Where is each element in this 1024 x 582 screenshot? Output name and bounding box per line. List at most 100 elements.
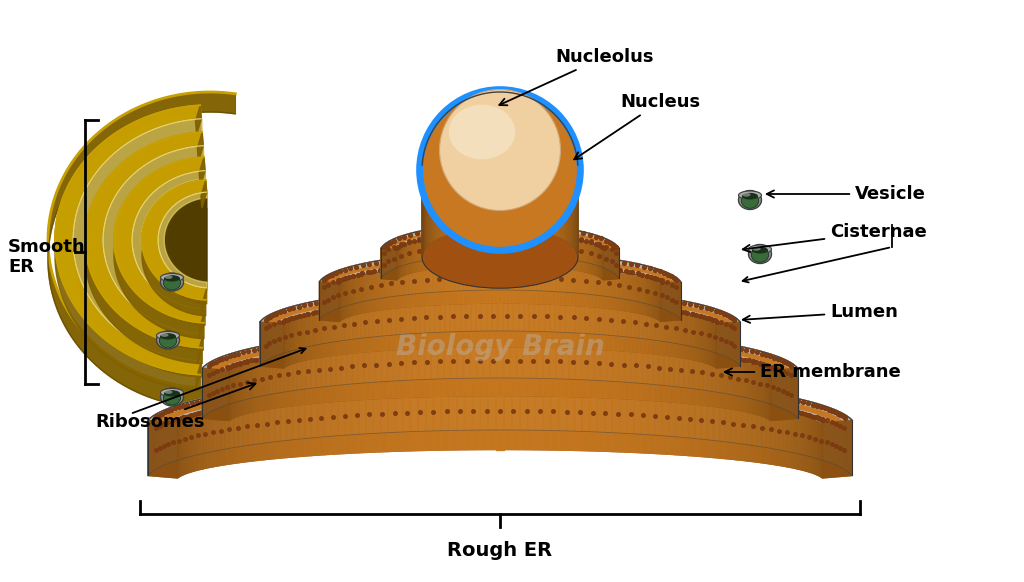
Polygon shape xyxy=(370,293,374,338)
Polygon shape xyxy=(370,332,376,382)
Polygon shape xyxy=(658,310,663,354)
Polygon shape xyxy=(762,408,766,463)
Polygon shape xyxy=(418,241,420,271)
Polygon shape xyxy=(302,303,305,348)
Polygon shape xyxy=(584,268,588,306)
Polygon shape xyxy=(768,368,769,419)
Polygon shape xyxy=(672,275,673,313)
Polygon shape xyxy=(587,242,588,272)
Polygon shape xyxy=(646,277,648,315)
Polygon shape xyxy=(114,157,205,323)
Polygon shape xyxy=(156,413,158,469)
Polygon shape xyxy=(777,356,780,407)
Polygon shape xyxy=(422,289,428,333)
Polygon shape xyxy=(203,413,206,469)
Polygon shape xyxy=(497,287,503,331)
Polygon shape xyxy=(465,164,467,229)
Polygon shape xyxy=(299,317,301,361)
Polygon shape xyxy=(494,161,497,226)
Polygon shape xyxy=(791,413,794,468)
Polygon shape xyxy=(479,287,485,331)
Polygon shape xyxy=(525,328,532,378)
Polygon shape xyxy=(531,235,534,265)
Polygon shape xyxy=(566,239,568,269)
Polygon shape xyxy=(783,411,786,467)
Polygon shape xyxy=(387,259,391,297)
Polygon shape xyxy=(417,255,421,294)
Polygon shape xyxy=(757,364,759,415)
Polygon shape xyxy=(285,356,289,407)
Polygon shape xyxy=(663,311,666,355)
Polygon shape xyxy=(486,303,493,347)
Polygon shape xyxy=(626,261,629,300)
Polygon shape xyxy=(515,161,518,226)
Polygon shape xyxy=(761,352,765,402)
Polygon shape xyxy=(180,421,181,476)
Polygon shape xyxy=(260,287,740,322)
Polygon shape xyxy=(158,192,207,304)
Polygon shape xyxy=(562,346,569,396)
Polygon shape xyxy=(333,297,337,342)
Text: ER membrane: ER membrane xyxy=(725,363,901,381)
Polygon shape xyxy=(591,257,595,295)
Polygon shape xyxy=(708,356,712,406)
Ellipse shape xyxy=(161,333,169,337)
Polygon shape xyxy=(695,401,701,456)
Polygon shape xyxy=(203,378,798,420)
Polygon shape xyxy=(230,369,231,420)
Polygon shape xyxy=(440,267,444,304)
Polygon shape xyxy=(344,280,345,318)
Polygon shape xyxy=(427,376,435,431)
Polygon shape xyxy=(196,105,202,135)
Polygon shape xyxy=(293,319,295,363)
Polygon shape xyxy=(542,166,544,231)
Polygon shape xyxy=(503,287,509,331)
Polygon shape xyxy=(674,276,676,315)
Polygon shape xyxy=(381,260,384,299)
Polygon shape xyxy=(674,336,680,387)
Polygon shape xyxy=(221,340,778,370)
Polygon shape xyxy=(582,347,588,397)
Polygon shape xyxy=(464,235,467,265)
Polygon shape xyxy=(489,224,493,254)
Polygon shape xyxy=(720,386,727,442)
Polygon shape xyxy=(239,365,241,416)
Polygon shape xyxy=(284,308,287,353)
Polygon shape xyxy=(648,278,649,316)
Polygon shape xyxy=(621,272,623,310)
Polygon shape xyxy=(179,404,183,460)
Polygon shape xyxy=(603,249,620,280)
Polygon shape xyxy=(612,271,615,309)
Polygon shape xyxy=(534,235,536,265)
Polygon shape xyxy=(158,192,207,288)
Polygon shape xyxy=(654,296,658,341)
Ellipse shape xyxy=(752,247,768,254)
Polygon shape xyxy=(635,274,637,313)
Polygon shape xyxy=(332,272,334,311)
Polygon shape xyxy=(557,228,560,258)
Polygon shape xyxy=(632,262,635,301)
Polygon shape xyxy=(512,395,520,449)
Polygon shape xyxy=(444,288,451,332)
Polygon shape xyxy=(613,306,617,350)
Polygon shape xyxy=(581,304,585,349)
Polygon shape xyxy=(459,265,463,304)
Polygon shape xyxy=(665,271,667,310)
Polygon shape xyxy=(604,396,612,452)
Polygon shape xyxy=(209,361,211,413)
Polygon shape xyxy=(295,305,299,350)
Polygon shape xyxy=(430,178,431,243)
Polygon shape xyxy=(305,315,307,360)
Polygon shape xyxy=(581,241,583,271)
Polygon shape xyxy=(654,310,658,354)
Polygon shape xyxy=(191,416,195,472)
Polygon shape xyxy=(482,328,489,378)
Polygon shape xyxy=(365,293,370,338)
Polygon shape xyxy=(510,224,513,254)
Polygon shape xyxy=(679,353,684,403)
Polygon shape xyxy=(669,311,672,356)
Polygon shape xyxy=(575,255,579,293)
Polygon shape xyxy=(566,395,574,450)
Polygon shape xyxy=(824,406,828,462)
Polygon shape xyxy=(851,419,852,475)
